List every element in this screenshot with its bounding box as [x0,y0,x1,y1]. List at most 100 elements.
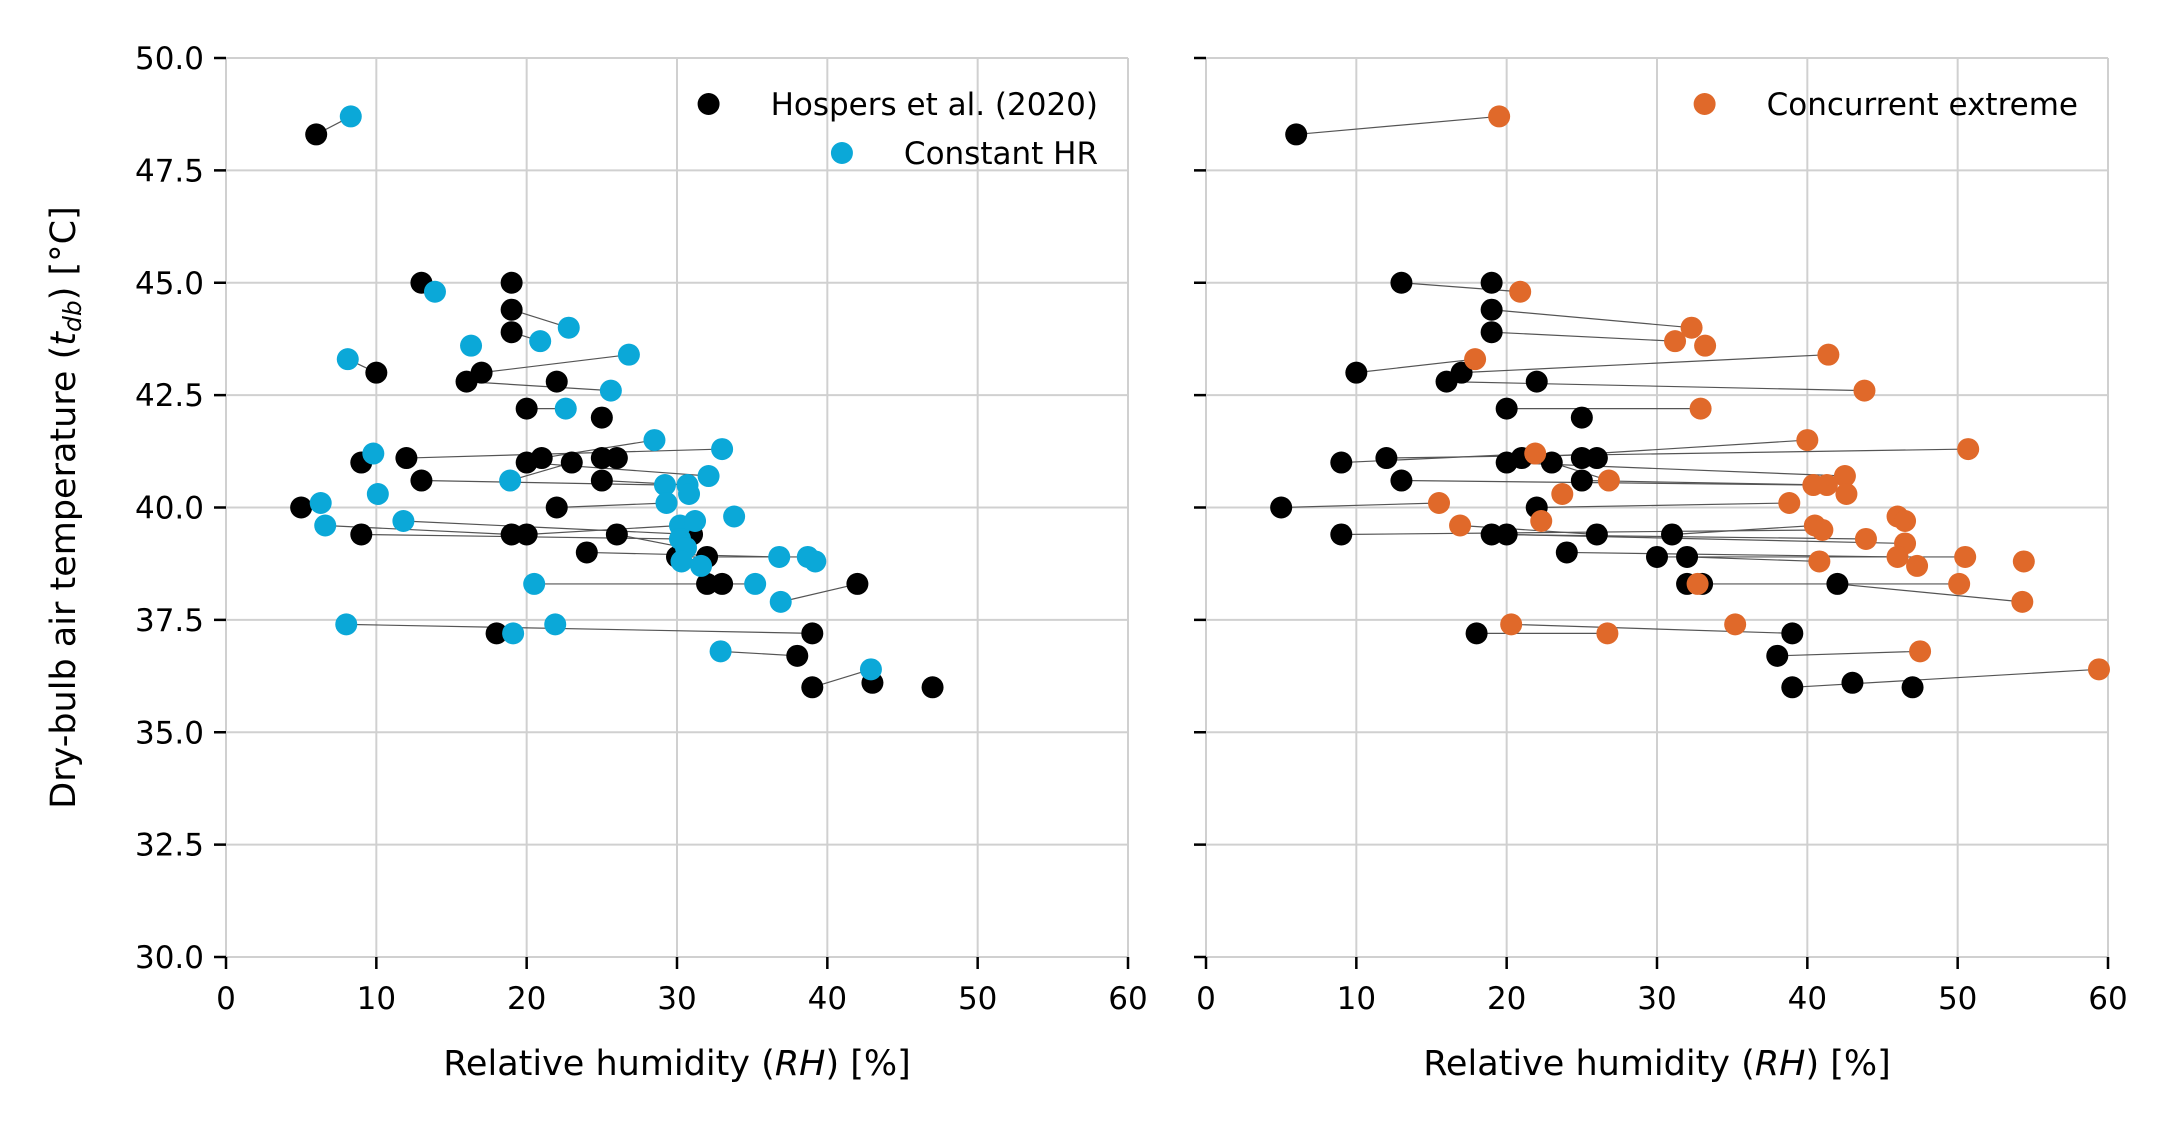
point-reference [921,676,944,699]
point-comparison [1817,343,1840,366]
pair-line [466,381,611,392]
pair-line [1671,524,1815,536]
point-reference [1901,676,1924,699]
point-comparison [1796,429,1819,452]
y-tick-label: 40.0 [135,491,204,527]
pair-line [1491,331,1676,342]
point-reference [365,361,388,384]
pair-line [1511,623,1793,634]
point-reference [545,370,568,393]
point-reference [305,123,328,146]
point-comparison [2011,590,2034,613]
right-panel: 0 10 20 30 40 50 60 Relative humidity (RH) [%]… [1194,56,2128,1084]
point-reference [500,321,523,344]
point-comparison [309,492,332,515]
point-comparison [544,613,567,636]
legend-label-constant-hr: Constant HR [904,136,1098,172]
point-reference [290,496,313,519]
point-comparison [670,550,693,573]
point-reference [1495,397,1518,420]
legend-label-concurrent-extreme: Concurrent extreme [1767,87,2078,123]
point-reference [1661,523,1684,546]
point-comparison [1596,622,1619,645]
point-comparison [1854,527,1877,550]
point-reference [485,622,508,645]
point-reference [1555,541,1578,564]
pair-line [556,502,667,509]
point-reference [605,523,628,546]
right-grid [1205,57,2109,958]
point-reference [1330,523,1353,546]
right-legend: Concurrent extreme [1693,87,2078,123]
point-comparison [1957,438,1980,461]
point-comparison [1488,105,1511,128]
pair-line [1521,439,1808,459]
point-comparison [1664,330,1687,353]
pair-line [1356,358,1476,374]
x-tick-label: 50 [1938,981,1977,1017]
pair-line [1461,354,1829,374]
pair-line [720,650,798,657]
pair-line [403,520,693,536]
point-comparison [336,348,359,371]
point-comparison [690,554,713,577]
point-reference [455,370,478,393]
point-comparison [1500,613,1523,636]
point-reference [1841,671,1864,694]
point-comparison [557,316,580,339]
point-comparison [653,474,676,497]
point-comparison [339,105,362,128]
right-axes: 0 10 20 30 40 50 60 [1194,56,2128,1017]
point-reference [1480,523,1503,546]
legend-marker-hospers [697,93,720,115]
pair-line [481,354,629,374]
point-reference [1495,523,1518,546]
pair-line [1386,448,1969,459]
point-reference [1570,406,1593,429]
point-comparison [1686,572,1709,595]
point-reference [1285,123,1308,146]
point-comparison [1906,554,1929,577]
x-tick-label: 40 [1788,981,1827,1017]
pair-line [1792,668,2100,688]
left-axes: 0 10 20 30 40 50 60 30.0 32.5 35.0 37.5 40.0 42.5 45.… [135,41,1148,1017]
x-tick-label: 20 [507,981,546,1017]
x-tick-label: 10 [357,981,396,1017]
pair-line [1777,650,1921,657]
point-comparison [1449,514,1472,537]
point-reference [500,271,523,294]
pair-line [346,623,813,634]
pair-line [421,479,665,486]
point-reference [560,451,583,474]
point-comparison [392,509,415,532]
point-comparison [599,379,622,402]
y-tick-label: 47.5 [135,153,204,189]
point-reference [590,447,613,470]
point-reference [1781,676,1804,699]
x-tick-label: 30 [1637,981,1676,1017]
legend-marker-concurrent-extreme [1693,93,1716,115]
point-comparison [2012,550,2035,573]
y-tick-label: 50.0 [135,41,204,77]
right-pair-lines [1281,115,2100,688]
point-comparison [684,509,707,532]
point-comparison [678,483,701,506]
y-tick-label: 30.0 [135,940,204,976]
point-comparison [1464,348,1487,371]
x-tick-label: 20 [1487,981,1526,1017]
point-comparison [1428,492,1451,515]
point-reference [515,523,538,546]
point-comparison [697,465,720,488]
y-tick-label: 32.5 [135,828,204,864]
legend-marker-constant-hr [830,142,853,164]
point-reference [1525,370,1548,393]
right-points [1270,105,2110,699]
point-reference [801,676,824,699]
point-reference [1766,644,1789,667]
legend-label-hospers: Hospers et al. (2020) [771,87,1098,123]
left-points [290,105,944,699]
y-tick-label: 37.5 [135,603,204,639]
x-tick-label: 30 [657,981,696,1017]
point-reference [1540,451,1563,474]
point-comparison [655,492,678,515]
